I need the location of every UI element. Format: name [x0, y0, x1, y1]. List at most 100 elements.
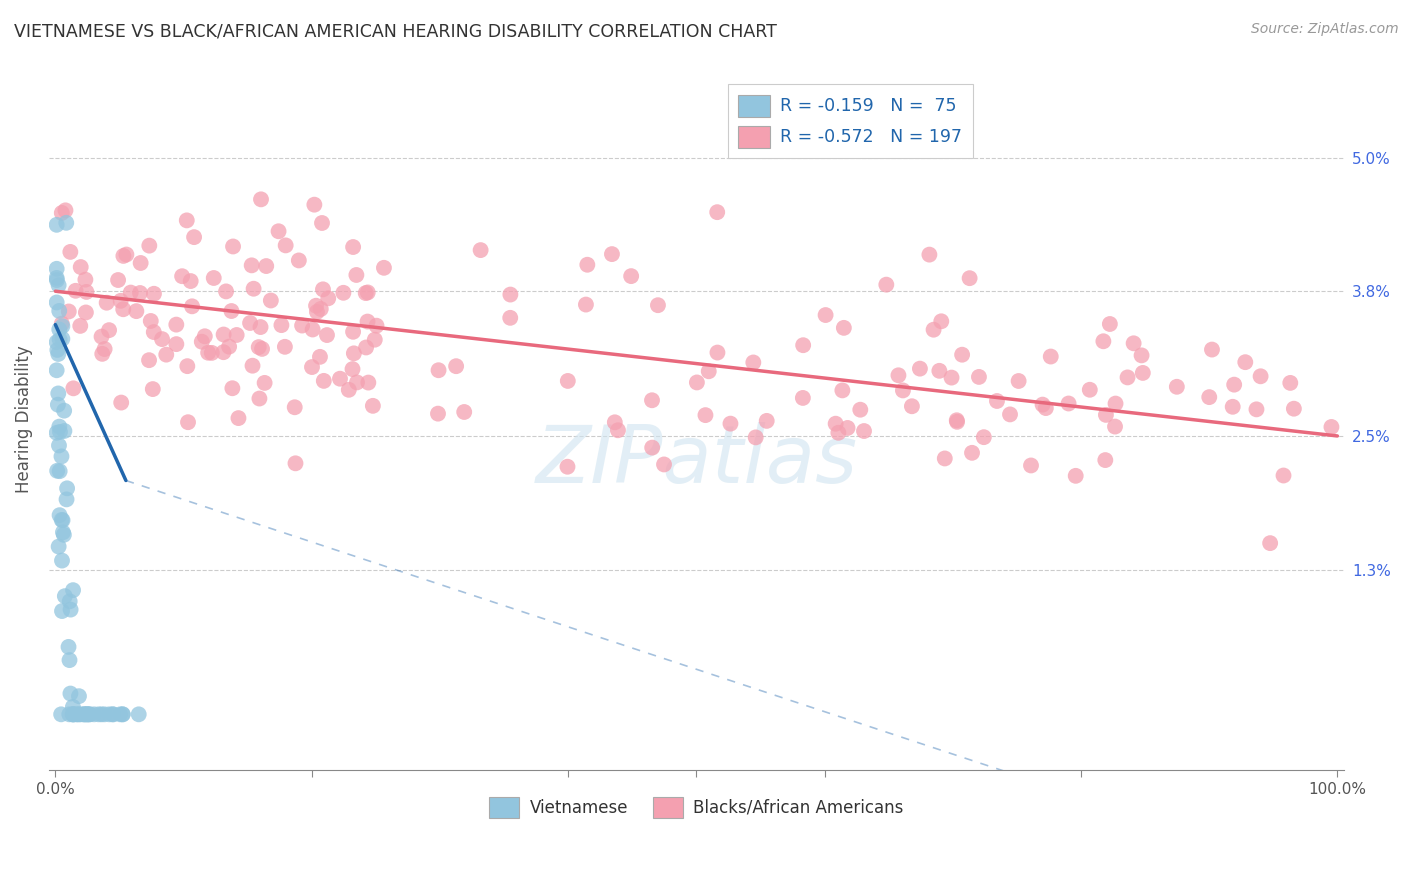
Point: [91, 347, 114, 361]
Point: [45, 425, 67, 440]
Point: [56, 481, 79, 495]
Point: [973, 430, 995, 444]
Point: [603, 415, 626, 429]
Point: [254, 259, 277, 273]
Point: [427, 363, 450, 377]
Point: [212, 327, 235, 342]
Point: [183, 230, 205, 244]
Point: [48, 438, 70, 452]
Point: [59, 602, 82, 616]
Point: [45, 218, 67, 232]
Point: [250, 342, 273, 356]
Point: [832, 321, 855, 335]
Point: [950, 348, 973, 362]
Point: [1098, 317, 1121, 331]
Point: [607, 423, 630, 437]
Point: [744, 430, 766, 444]
Point: [128, 707, 150, 722]
Point: [249, 320, 271, 334]
Point: [366, 318, 388, 333]
Point: [58, 707, 80, 722]
Point: [48, 278, 70, 293]
Point: [853, 424, 876, 438]
Point: [46, 398, 69, 412]
Point: [51, 513, 73, 527]
Point: [742, 355, 765, 369]
Point: [284, 401, 307, 415]
Point: [557, 459, 579, 474]
Point: [849, 402, 872, 417]
Point: [343, 346, 366, 360]
Point: [73, 707, 96, 722]
Point: [641, 441, 664, 455]
Point: [922, 323, 945, 337]
Point: [342, 362, 364, 376]
Point: [960, 446, 983, 460]
Point: [239, 316, 262, 330]
Point: [1132, 366, 1154, 380]
Point: [194, 329, 217, 343]
Point: [222, 239, 245, 253]
Point: [901, 399, 924, 413]
Point: [51, 450, 73, 464]
Point: [986, 394, 1008, 409]
Point: [46, 347, 69, 361]
Point: [357, 376, 380, 390]
Point: [1258, 536, 1281, 550]
Point: [110, 395, 132, 409]
Point: [620, 269, 643, 284]
Point: [1250, 369, 1272, 384]
Text: VIETNAMESE VS BLACK/AFRICAN AMERICAN HEARING DISABILITY CORRELATION CHART: VIETNAMESE VS BLACK/AFRICAN AMERICAN HEA…: [14, 22, 778, 40]
Point: [62, 707, 84, 722]
Point: [228, 411, 250, 425]
Point: [342, 325, 364, 339]
Point: [75, 305, 97, 319]
Text: Source: ZipAtlas.com: Source: ZipAtlas.com: [1251, 22, 1399, 37]
Point: [247, 340, 270, 354]
Point: [354, 341, 377, 355]
Point: [827, 425, 849, 440]
Point: [181, 299, 204, 313]
Point: [65, 284, 87, 298]
Point: [1032, 398, 1054, 412]
Point: [887, 368, 910, 383]
Point: [112, 302, 135, 317]
Point: [51, 317, 73, 331]
Point: [59, 687, 82, 701]
Point: [52, 528, 75, 542]
Point: [138, 353, 160, 368]
Point: [180, 274, 202, 288]
Point: [111, 707, 134, 722]
Point: [946, 415, 969, 429]
Point: [1130, 348, 1153, 362]
Point: [1279, 376, 1302, 390]
Point: [908, 361, 931, 376]
Point: [115, 247, 138, 261]
Point: [101, 707, 124, 722]
Point: [69, 260, 91, 274]
Point: [891, 384, 914, 398]
Point: [959, 271, 981, 285]
Point: [75, 285, 97, 299]
Point: [697, 364, 720, 378]
Point: [48, 508, 70, 523]
Point: [1166, 380, 1188, 394]
Point: [274, 238, 297, 252]
Point: [45, 271, 67, 285]
Point: [1223, 377, 1246, 392]
Point: [354, 286, 377, 301]
Point: [652, 458, 675, 472]
Point: [45, 295, 67, 310]
Point: [1064, 468, 1087, 483]
Point: [62, 583, 84, 598]
Point: [221, 381, 243, 395]
Point: [356, 314, 378, 328]
Point: [1272, 468, 1295, 483]
Point: [1201, 343, 1223, 357]
Y-axis label: Hearing Disability: Hearing Disability: [15, 345, 32, 493]
Point: [83, 707, 105, 722]
Point: [945, 413, 967, 427]
Point: [357, 285, 380, 300]
Point: [58, 653, 80, 667]
Point: [69, 707, 91, 722]
